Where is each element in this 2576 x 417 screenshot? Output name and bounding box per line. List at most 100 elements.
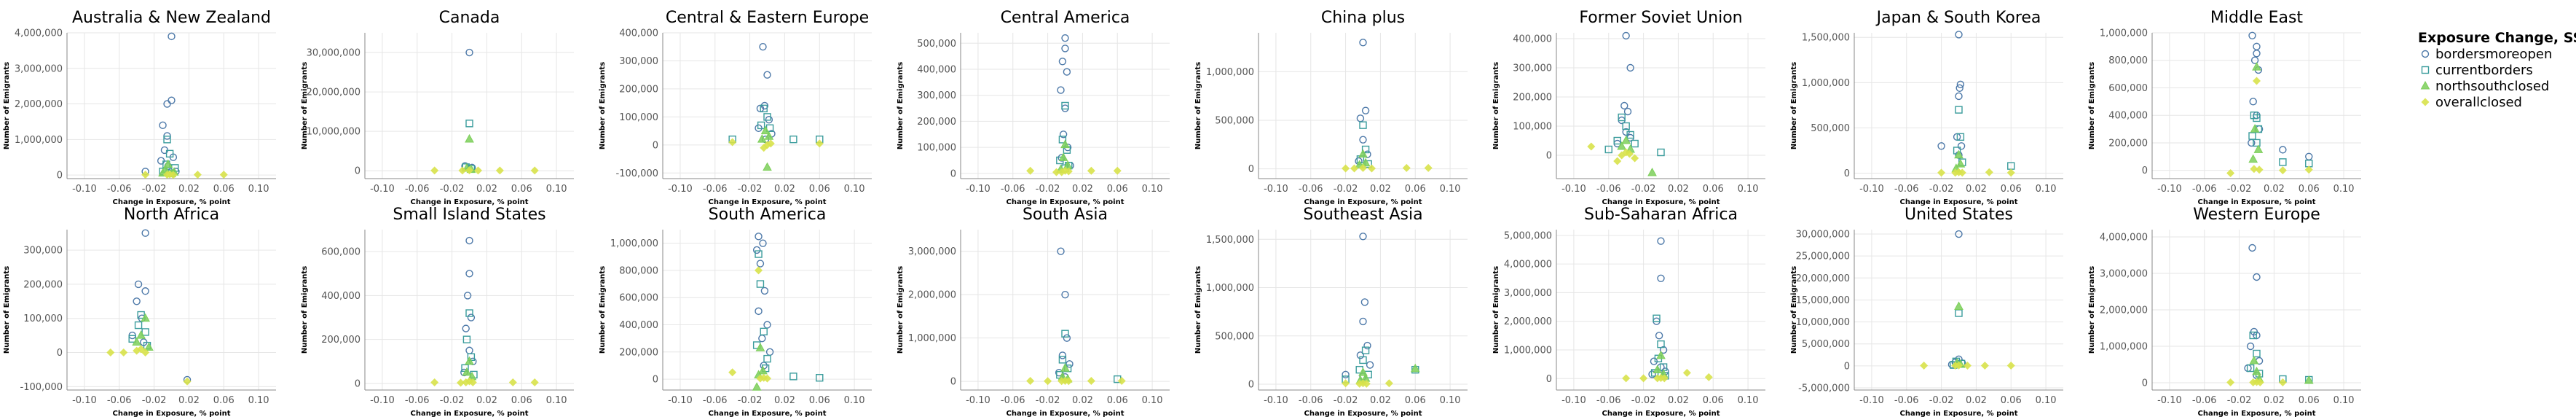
data-point [1424,163,1433,172]
x-tick-label: -0.10 [72,395,97,406]
data-point [163,171,172,179]
x-tick-label: -0.06 [2192,395,2217,406]
data-point [1653,314,1661,322]
series-currentborders [2246,331,2313,384]
y-axis-title: Number of Emigrants [301,266,309,354]
series-overallclosed [728,138,824,152]
y-tick-label: 200,000 [917,117,956,128]
data-point [458,166,467,175]
data-point [168,32,176,41]
data-point [1958,168,1966,177]
series-bordersmoreopen [1342,233,1374,381]
data-point [1058,136,1067,144]
chart-panel: Middle East 0 200,000 400,000 600,000 800,000… [2088,9,2361,206]
y-tick-label: 0 [1844,361,1850,372]
x-axis-title: Change in Exposure, % point [2197,410,2315,417]
series-overallclosed [2226,77,2313,177]
data-point [1363,341,1371,350]
data-point [759,239,767,247]
data-point [1622,31,1630,40]
y-tick-label: 0 [950,377,956,388]
data-point [1358,367,1368,376]
x-tick-label: -0.02 [1631,395,1656,406]
data-point [163,159,173,168]
series-bordersmoreopen [1057,34,1074,170]
data-point [1061,34,1069,42]
y-tick-label: 2,000,000 [15,99,63,110]
data-point [758,334,766,343]
series-bordersmoreopen [461,48,476,172]
y-tick-label: 0 [355,378,361,389]
data-point [141,229,149,237]
x-tick-label: -0.06 [405,395,430,406]
data-point [764,131,774,140]
y-tick-label: 5,000,000 [1802,339,1850,350]
panel-title: South America [709,206,827,224]
data-point [1604,145,1612,154]
series-overallclosed [1026,377,1126,386]
y-tick-label: 1,000,000 [610,238,658,249]
data-point [462,335,471,343]
data-point [1660,374,1669,383]
x-tick-label: 0.06 [809,184,830,195]
series-northsouthclosed [757,125,774,171]
y-tick-label: 0 [950,168,956,179]
y-tick-label: 1,000,000 [1206,67,1254,78]
x-tick-label: -0.10 [966,184,990,195]
series-northsouthclosed [1952,301,1966,368]
y-tick-label: 1,000,000 [908,333,956,344]
x-tick-label: -0.06 [107,184,132,195]
y-tick-label: 4,000,000 [1504,260,1552,270]
x-axis-title: Change in Exposure, % point [1602,410,1720,417]
x-tick-label: 0.10 [1440,184,1461,195]
data-point [2006,362,2015,370]
x-tick-label: 0.06 [511,184,532,195]
x-tick-label: -0.10 [1561,184,1586,195]
x-tick-label: -0.06 [1001,184,1025,195]
panel-title: Middle East [2210,9,2304,27]
data-point [183,377,192,386]
data-point [2253,42,2261,51]
x-tick-label: 0.10 [844,395,865,406]
x-tick-label: -0.10 [370,395,395,406]
x-tick-label: -0.06 [1596,184,1621,195]
y-tick-label: 200,000 [23,279,63,290]
x-tick-label: 0.10 [2333,395,2355,406]
y-tick-label: 100,000 [23,313,63,324]
data-point [1955,31,1963,39]
data-point [1060,363,1070,372]
y-tick-label: 600,000 [2108,83,2148,94]
data-point [755,343,765,351]
y-tick-label: 0 [1546,151,1552,162]
y-tick-label: 400,000 [2108,111,2148,122]
data-point [760,144,768,152]
chart-panel: Southeast Asia 0 500,000 1,000,000 1,500,000… [1194,206,1468,417]
y-tick-label: 1,000,000 [15,135,63,146]
series-overallclosed [141,170,228,179]
data-point [1063,68,1071,76]
data-point [2249,331,2257,340]
data-point [1061,290,1069,299]
data-point [430,378,439,386]
x-tick-label: 0.02 [178,184,200,195]
x-tick-label: -0.10 [2157,395,2182,406]
y-tick-label: 0 [2142,165,2148,176]
legend-marker-circle [2421,50,2430,58]
data-point [128,335,136,343]
chart-panel: South America 0 200,000 400,000 600,000 800,0… [599,206,872,417]
x-tick-label: 0.02 [1668,395,1689,406]
data-point [1657,274,1665,282]
x-tick-label: -0.02 [1334,395,1358,406]
panel-title: Central & Eastern Europe [666,9,869,27]
x-axis-title: Change in Exposure, % point [410,410,528,417]
data-point [465,356,474,365]
y-axis-title: Number of Emigrants [599,62,607,149]
data-point [1384,379,1393,388]
chart-panel: Western Europe 0 1,000,000 2,000,000 3,000,0… [2088,206,2361,417]
series-bordersmoreopen [128,229,192,384]
data-point [1955,230,1963,238]
data-point [763,71,771,79]
x-tick-label: -0.02 [1929,395,1954,406]
data-point [760,125,771,135]
